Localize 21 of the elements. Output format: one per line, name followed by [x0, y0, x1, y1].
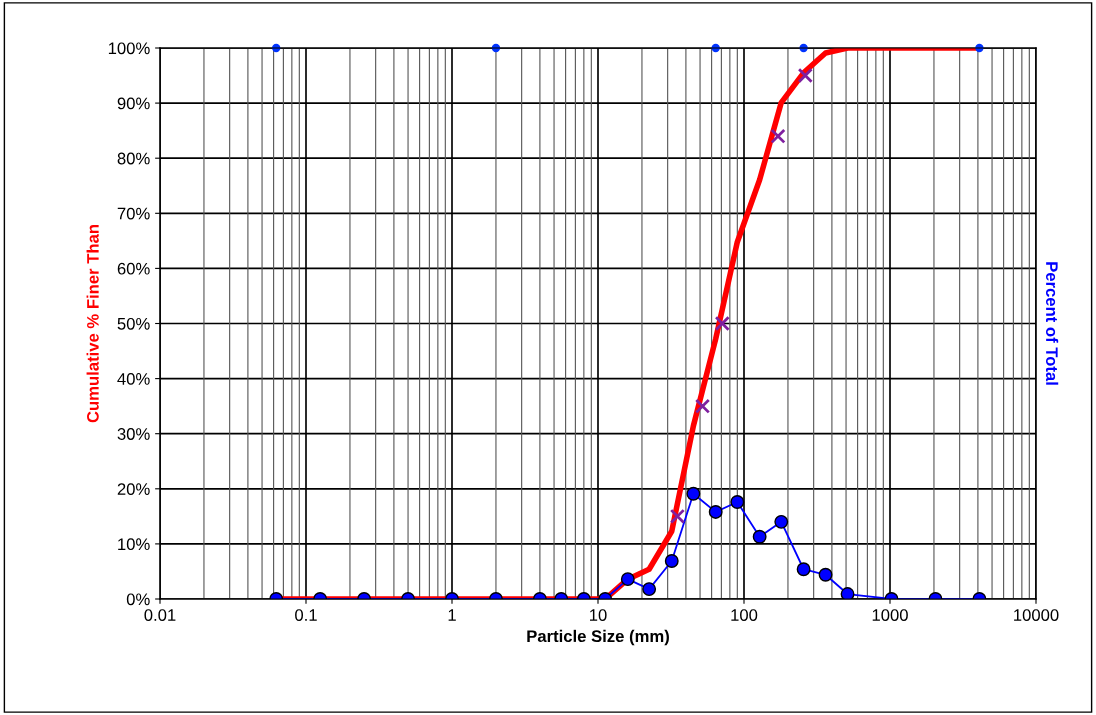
y-tick-label: 60% [117, 262, 150, 275]
y-tick-label: 0% [126, 593, 150, 606]
x-axis-title: Particle Size (mm) [527, 629, 669, 646]
x-tick-label: 0.1 [295, 609, 317, 621]
y2-axis-title: Percent of Total [1045, 262, 1059, 385]
y-tick-label: 40% [117, 373, 150, 385]
y-tick-label: 20% [117, 483, 150, 495]
y-tick-label: 80% [117, 152, 150, 165]
y-tick-label: 30% [117, 428, 150, 440]
y-tick-label: 90% [117, 97, 150, 110]
y-tick-label: 50% [117, 317, 150, 330]
y-tick-label: 100% [108, 42, 150, 55]
x-tick-label: 0.01 [144, 609, 176, 621]
y-tick-label: 70% [117, 207, 150, 220]
x-tick-label: 1000 [872, 609, 908, 621]
x-tick-label: 1 [448, 609, 456, 621]
x-tick-label: 100 [731, 609, 758, 621]
y-tick-label: 10% [118, 538, 150, 551]
x-tick-label: 10 [590, 609, 607, 621]
y-axis-title: Cumulative % Finer Than [86, 224, 99, 423]
x-tick-label: 10000 [1014, 609, 1059, 621]
